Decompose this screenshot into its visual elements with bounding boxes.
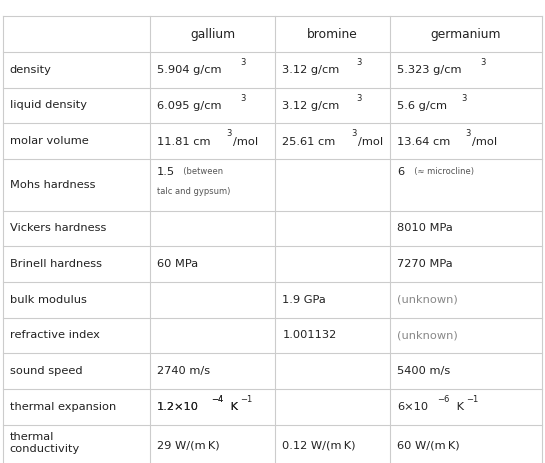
Text: −1: −1 bbox=[466, 395, 479, 404]
Text: 5400 m/s: 5400 m/s bbox=[397, 366, 450, 376]
Text: 13.64 cm: 13.64 cm bbox=[397, 137, 450, 147]
Text: 6×10: 6×10 bbox=[397, 402, 428, 413]
Text: molar volume: molar volume bbox=[10, 136, 88, 146]
Text: gallium: gallium bbox=[190, 27, 235, 41]
Text: (≈ microcline): (≈ microcline) bbox=[409, 167, 474, 176]
Text: 2740 m/s: 2740 m/s bbox=[157, 366, 210, 376]
Text: Mohs hardness: Mohs hardness bbox=[10, 180, 95, 190]
Text: thermal
conductivity: thermal conductivity bbox=[10, 432, 80, 454]
Text: 8010 MPa: 8010 MPa bbox=[397, 224, 452, 233]
Text: 1.9 GPa: 1.9 GPa bbox=[282, 295, 326, 305]
Text: 5.6 g/cm: 5.6 g/cm bbox=[397, 101, 447, 111]
Text: (between: (between bbox=[178, 167, 223, 176]
Text: 29 W/(m K): 29 W/(m K) bbox=[157, 440, 220, 450]
Text: 3: 3 bbox=[351, 129, 356, 138]
Text: 6.095 g/cm: 6.095 g/cm bbox=[157, 101, 221, 111]
Text: /mol: /mol bbox=[233, 137, 258, 147]
Text: 3: 3 bbox=[461, 94, 467, 103]
Text: bromine: bromine bbox=[307, 27, 358, 41]
Text: 1.5: 1.5 bbox=[157, 167, 175, 177]
Text: (unknown): (unknown) bbox=[397, 331, 457, 340]
Text: 3.12 g/cm: 3.12 g/cm bbox=[282, 101, 340, 111]
Text: Brinell hardness: Brinell hardness bbox=[10, 259, 102, 269]
Text: talc and gypsum): talc and gypsum) bbox=[157, 187, 231, 195]
Text: −4: −4 bbox=[211, 395, 223, 404]
Text: Vickers hardness: Vickers hardness bbox=[10, 224, 106, 233]
Text: 5.904 g/cm: 5.904 g/cm bbox=[157, 65, 221, 75]
Text: density: density bbox=[10, 65, 52, 75]
Text: 7270 MPa: 7270 MPa bbox=[397, 259, 452, 269]
Text: K: K bbox=[227, 402, 238, 413]
Text: 25.61 cm: 25.61 cm bbox=[282, 137, 336, 147]
Text: −6: −6 bbox=[437, 395, 449, 404]
Text: K: K bbox=[227, 402, 238, 413]
Text: 3: 3 bbox=[240, 58, 246, 67]
Text: −1: −1 bbox=[240, 395, 252, 404]
Text: 3: 3 bbox=[356, 94, 361, 103]
Text: 1.001132: 1.001132 bbox=[282, 331, 337, 340]
Text: 6: 6 bbox=[397, 167, 404, 177]
Text: 3: 3 bbox=[356, 58, 361, 67]
Text: (unknown): (unknown) bbox=[397, 295, 457, 305]
Text: 3: 3 bbox=[465, 129, 471, 138]
Text: 1.2×10: 1.2×10 bbox=[157, 402, 199, 413]
Text: 1.2×10: 1.2×10 bbox=[157, 402, 199, 413]
Text: bulk modulus: bulk modulus bbox=[10, 295, 87, 305]
Text: /mol: /mol bbox=[358, 137, 383, 147]
Text: 5.323 g/cm: 5.323 g/cm bbox=[397, 65, 461, 75]
Text: liquid density: liquid density bbox=[10, 100, 87, 110]
Text: thermal expansion: thermal expansion bbox=[10, 402, 116, 412]
Text: 60 MPa: 60 MPa bbox=[157, 259, 198, 269]
Text: /mol: /mol bbox=[473, 137, 498, 147]
Text: −4: −4 bbox=[211, 395, 223, 404]
Text: 0.12 W/(m K): 0.12 W/(m K) bbox=[282, 440, 356, 450]
Text: 3: 3 bbox=[226, 129, 232, 138]
Text: 3.12 g/cm: 3.12 g/cm bbox=[282, 65, 340, 75]
Text: 3: 3 bbox=[240, 94, 246, 103]
Text: 11.81 cm: 11.81 cm bbox=[157, 137, 210, 147]
Text: germanium: germanium bbox=[431, 27, 501, 41]
Text: sound speed: sound speed bbox=[10, 366, 82, 376]
Text: 3: 3 bbox=[480, 58, 486, 67]
Text: 60 W/(m K): 60 W/(m K) bbox=[397, 440, 459, 450]
Text: K: K bbox=[453, 402, 464, 413]
Text: refractive index: refractive index bbox=[10, 331, 100, 340]
